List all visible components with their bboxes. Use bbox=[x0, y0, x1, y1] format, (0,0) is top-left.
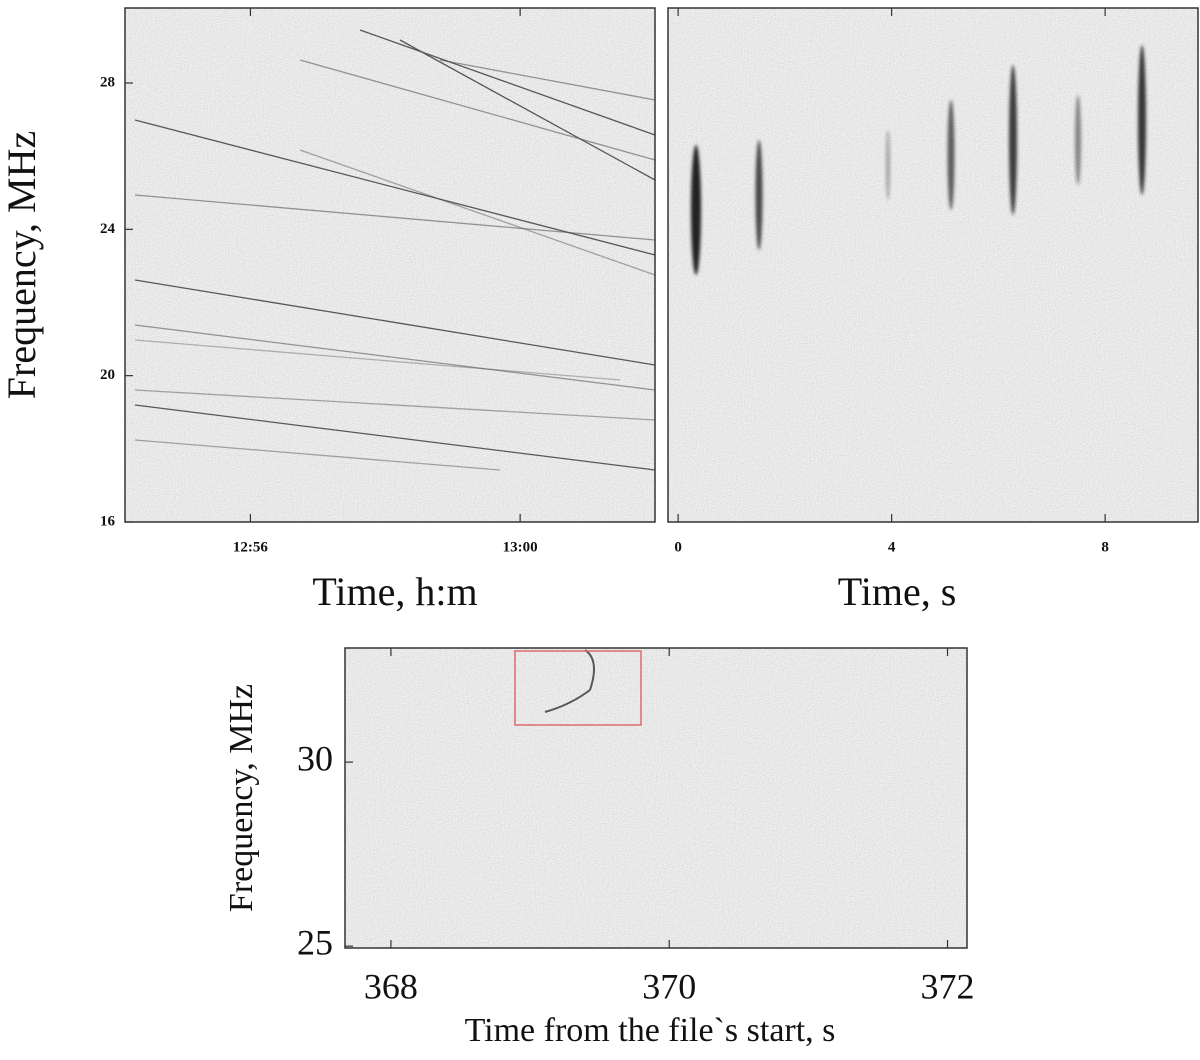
y-tick-label: 28 bbox=[100, 74, 115, 90]
x-tick-label: 368 bbox=[364, 966, 418, 1006]
signal-trace bbox=[134, 194, 656, 241]
y-axis-label: Frequency, MHz bbox=[0, 131, 44, 399]
burst bbox=[947, 100, 955, 210]
signal-trace bbox=[359, 29, 656, 136]
x-tick-label: 0 bbox=[674, 539, 682, 555]
signal-trace bbox=[134, 324, 656, 391]
signal-trace bbox=[134, 439, 501, 471]
burst bbox=[755, 140, 763, 250]
signal-traces bbox=[134, 29, 656, 713]
signal-trace bbox=[134, 119, 656, 256]
y-tick-label: 24 bbox=[100, 221, 116, 237]
signal-trace bbox=[299, 149, 656, 276]
signal-trace bbox=[134, 404, 656, 471]
spectrogram-image bbox=[668, 8, 1198, 522]
bursts bbox=[691, 45, 1146, 275]
x-tick-label: 12:56 bbox=[233, 539, 268, 555]
burst bbox=[1009, 65, 1017, 215]
signal-trace bbox=[134, 339, 621, 381]
plot-frame bbox=[667, 7, 1199, 523]
x-tick-label: 8 bbox=[1101, 539, 1109, 555]
spectrogram-image bbox=[345, 648, 967, 948]
panel: 368 370 372 25 30 Time from the file`s start,… bbox=[223, 647, 975, 1049]
highlight-box bbox=[514, 650, 642, 726]
burst bbox=[691, 145, 701, 275]
x-tick-label: 4 bbox=[888, 539, 896, 555]
x-axis-label: Time, s bbox=[838, 569, 957, 614]
x-tick-label: 372 bbox=[921, 966, 975, 1006]
y-tick-label: 30 bbox=[297, 738, 333, 778]
burst bbox=[1138, 45, 1146, 195]
panel: 0 4 8 Time, s bbox=[667, 7, 1199, 614]
y-tick-label: 25 bbox=[297, 922, 333, 962]
x-axis-label: Time from the file`s start, s bbox=[465, 1012, 836, 1049]
y-tick-label: 16 bbox=[100, 513, 116, 529]
signal-trace bbox=[439, 59, 656, 101]
x-tick-label: 370 bbox=[642, 966, 696, 1006]
signal-trace bbox=[134, 279, 656, 366]
y-axis-label: Frequency, MHz bbox=[223, 684, 260, 912]
burst bbox=[886, 130, 890, 200]
signal-trace bbox=[299, 59, 656, 161]
signal-trace bbox=[134, 389, 656, 421]
burst bbox=[1075, 95, 1081, 185]
signal-trace bbox=[544, 649, 595, 713]
x-axis-label: Time, h:m bbox=[312, 569, 477, 614]
signal-trace bbox=[399, 39, 656, 181]
panels: 12:56 13:00 16 20 24 28 Time, h:m Frequency, MH… bbox=[0, 7, 1199, 1049]
plot-frame bbox=[344, 647, 968, 949]
x-tick-label: 13:00 bbox=[503, 539, 538, 555]
y-tick-label: 20 bbox=[100, 367, 115, 383]
plot-frame bbox=[124, 7, 656, 523]
